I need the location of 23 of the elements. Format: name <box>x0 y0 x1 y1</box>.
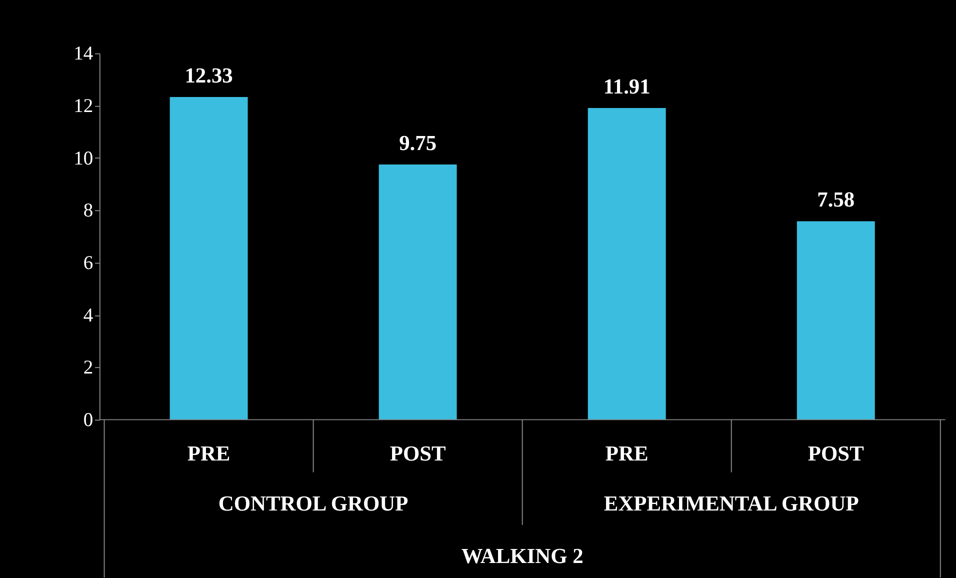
text: EXPERIMENTAL GROUP <box>604 491 859 516</box>
y-tick-label: 2 <box>83 358 94 379</box>
y-tick-label: 14 <box>74 44 94 65</box>
data-label: 9.75 <box>399 130 437 155</box>
x-tick-label: PRE <box>187 442 230 466</box>
x-tick-label: POST <box>390 442 446 466</box>
x-axis-title: WALKING 2 <box>461 544 584 568</box>
y-tick-label: 6 <box>83 252 94 274</box>
y-tick-label: 10 <box>74 148 94 170</box>
bar <box>170 96 248 420</box>
data-label: 7.58 <box>817 188 855 212</box>
y-tick-label: 4 <box>83 305 94 326</box>
y-tick-label: 8 <box>83 200 94 222</box>
bar <box>588 108 666 420</box>
bar <box>796 221 875 420</box>
data-label: 12.33 <box>184 63 233 88</box>
x-tick-label: PRE <box>605 442 648 466</box>
data-label: 11.91 <box>603 74 650 98</box>
x-tick-label: POST <box>808 442 864 466</box>
y-tick-label: 0 <box>83 410 94 432</box>
text: CONTROL GROUP <box>218 491 408 516</box>
y-tick-label: 12 <box>74 96 94 117</box>
bar <box>378 164 457 420</box>
